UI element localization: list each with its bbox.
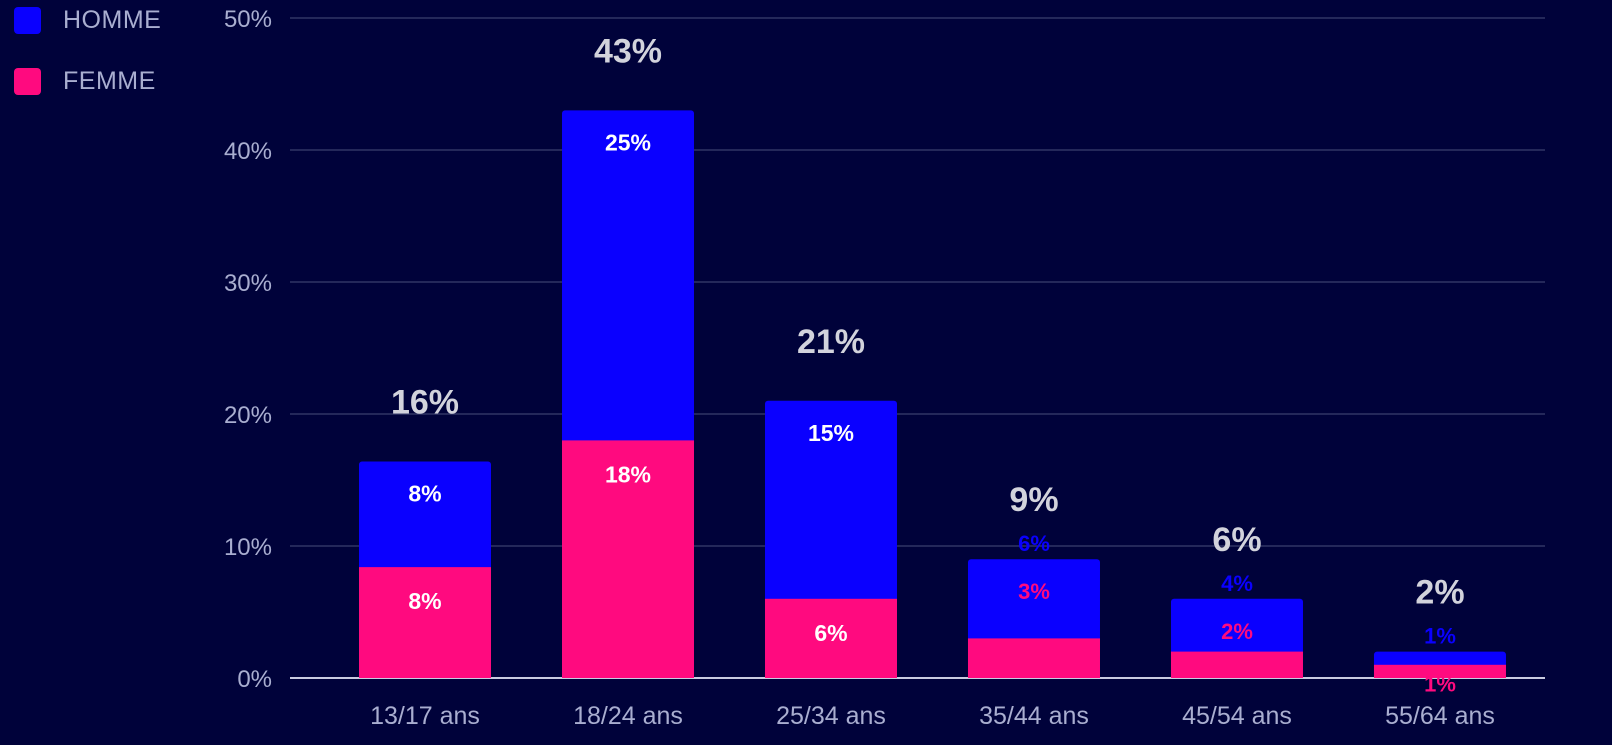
bar-femme — [561, 440, 694, 678]
total-label: 21% — [797, 323, 865, 361]
x-tick-label: 13/17 ans — [370, 702, 480, 730]
bar-femme — [764, 598, 897, 678]
total-label: 6% — [1212, 521, 1261, 559]
bar-femme — [359, 567, 491, 678]
y-tick-label: 0% — [237, 666, 272, 693]
x-tick-label: 45/54 ans — [1182, 702, 1292, 730]
x-tick-label: 18/24 ans — [573, 702, 683, 730]
total-label: 43% — [594, 32, 662, 70]
chart-legend: HOMME FEMME — [14, 6, 161, 128]
data-label-homme: 6% — [1018, 531, 1050, 556]
data-label-femme: 6% — [814, 620, 847, 646]
y-tick-label: 30% — [224, 270, 272, 297]
data-label-femme: 2% — [1221, 619, 1253, 644]
legend-swatch-femme — [14, 67, 41, 95]
legend-label-femme: FEMME — [63, 66, 156, 95]
bar-femme — [1170, 651, 1303, 678]
x-tick-label: 35/44 ans — [979, 702, 1089, 730]
legend-label-homme: HOMME — [63, 5, 162, 34]
data-label-femme: 8% — [408, 588, 441, 614]
data-label-femme: 18% — [605, 461, 651, 487]
data-label-homme: 15% — [808, 420, 854, 446]
bar-femme — [1373, 664, 1506, 678]
legend-item-homme[interactable]: HOMME — [14, 6, 161, 34]
data-label-femme: 1% — [1424, 672, 1456, 697]
x-tick-label: 55/64 ans — [1385, 702, 1495, 730]
total-label: 2% — [1415, 574, 1464, 612]
legend-swatch-homme — [14, 6, 41, 34]
y-tick-label: 50% — [224, 6, 272, 33]
total-label: 9% — [1009, 481, 1058, 519]
data-label-homme: 1% — [1424, 624, 1456, 649]
bar-femme — [967, 638, 1100, 678]
data-label-femme: 3% — [1018, 579, 1050, 604]
y-tick-label: 40% — [224, 138, 272, 165]
data-label-homme: 25% — [605, 129, 651, 155]
legend-item-femme[interactable]: FEMME — [14, 67, 161, 95]
y-tick-label: 20% — [224, 402, 272, 429]
y-tick-label: 10% — [224, 534, 272, 561]
data-label-homme: 8% — [408, 481, 441, 507]
x-tick-label: 25/34 ans — [776, 702, 886, 730]
data-label-homme: 4% — [1221, 571, 1253, 596]
total-label: 16% — [391, 384, 459, 422]
